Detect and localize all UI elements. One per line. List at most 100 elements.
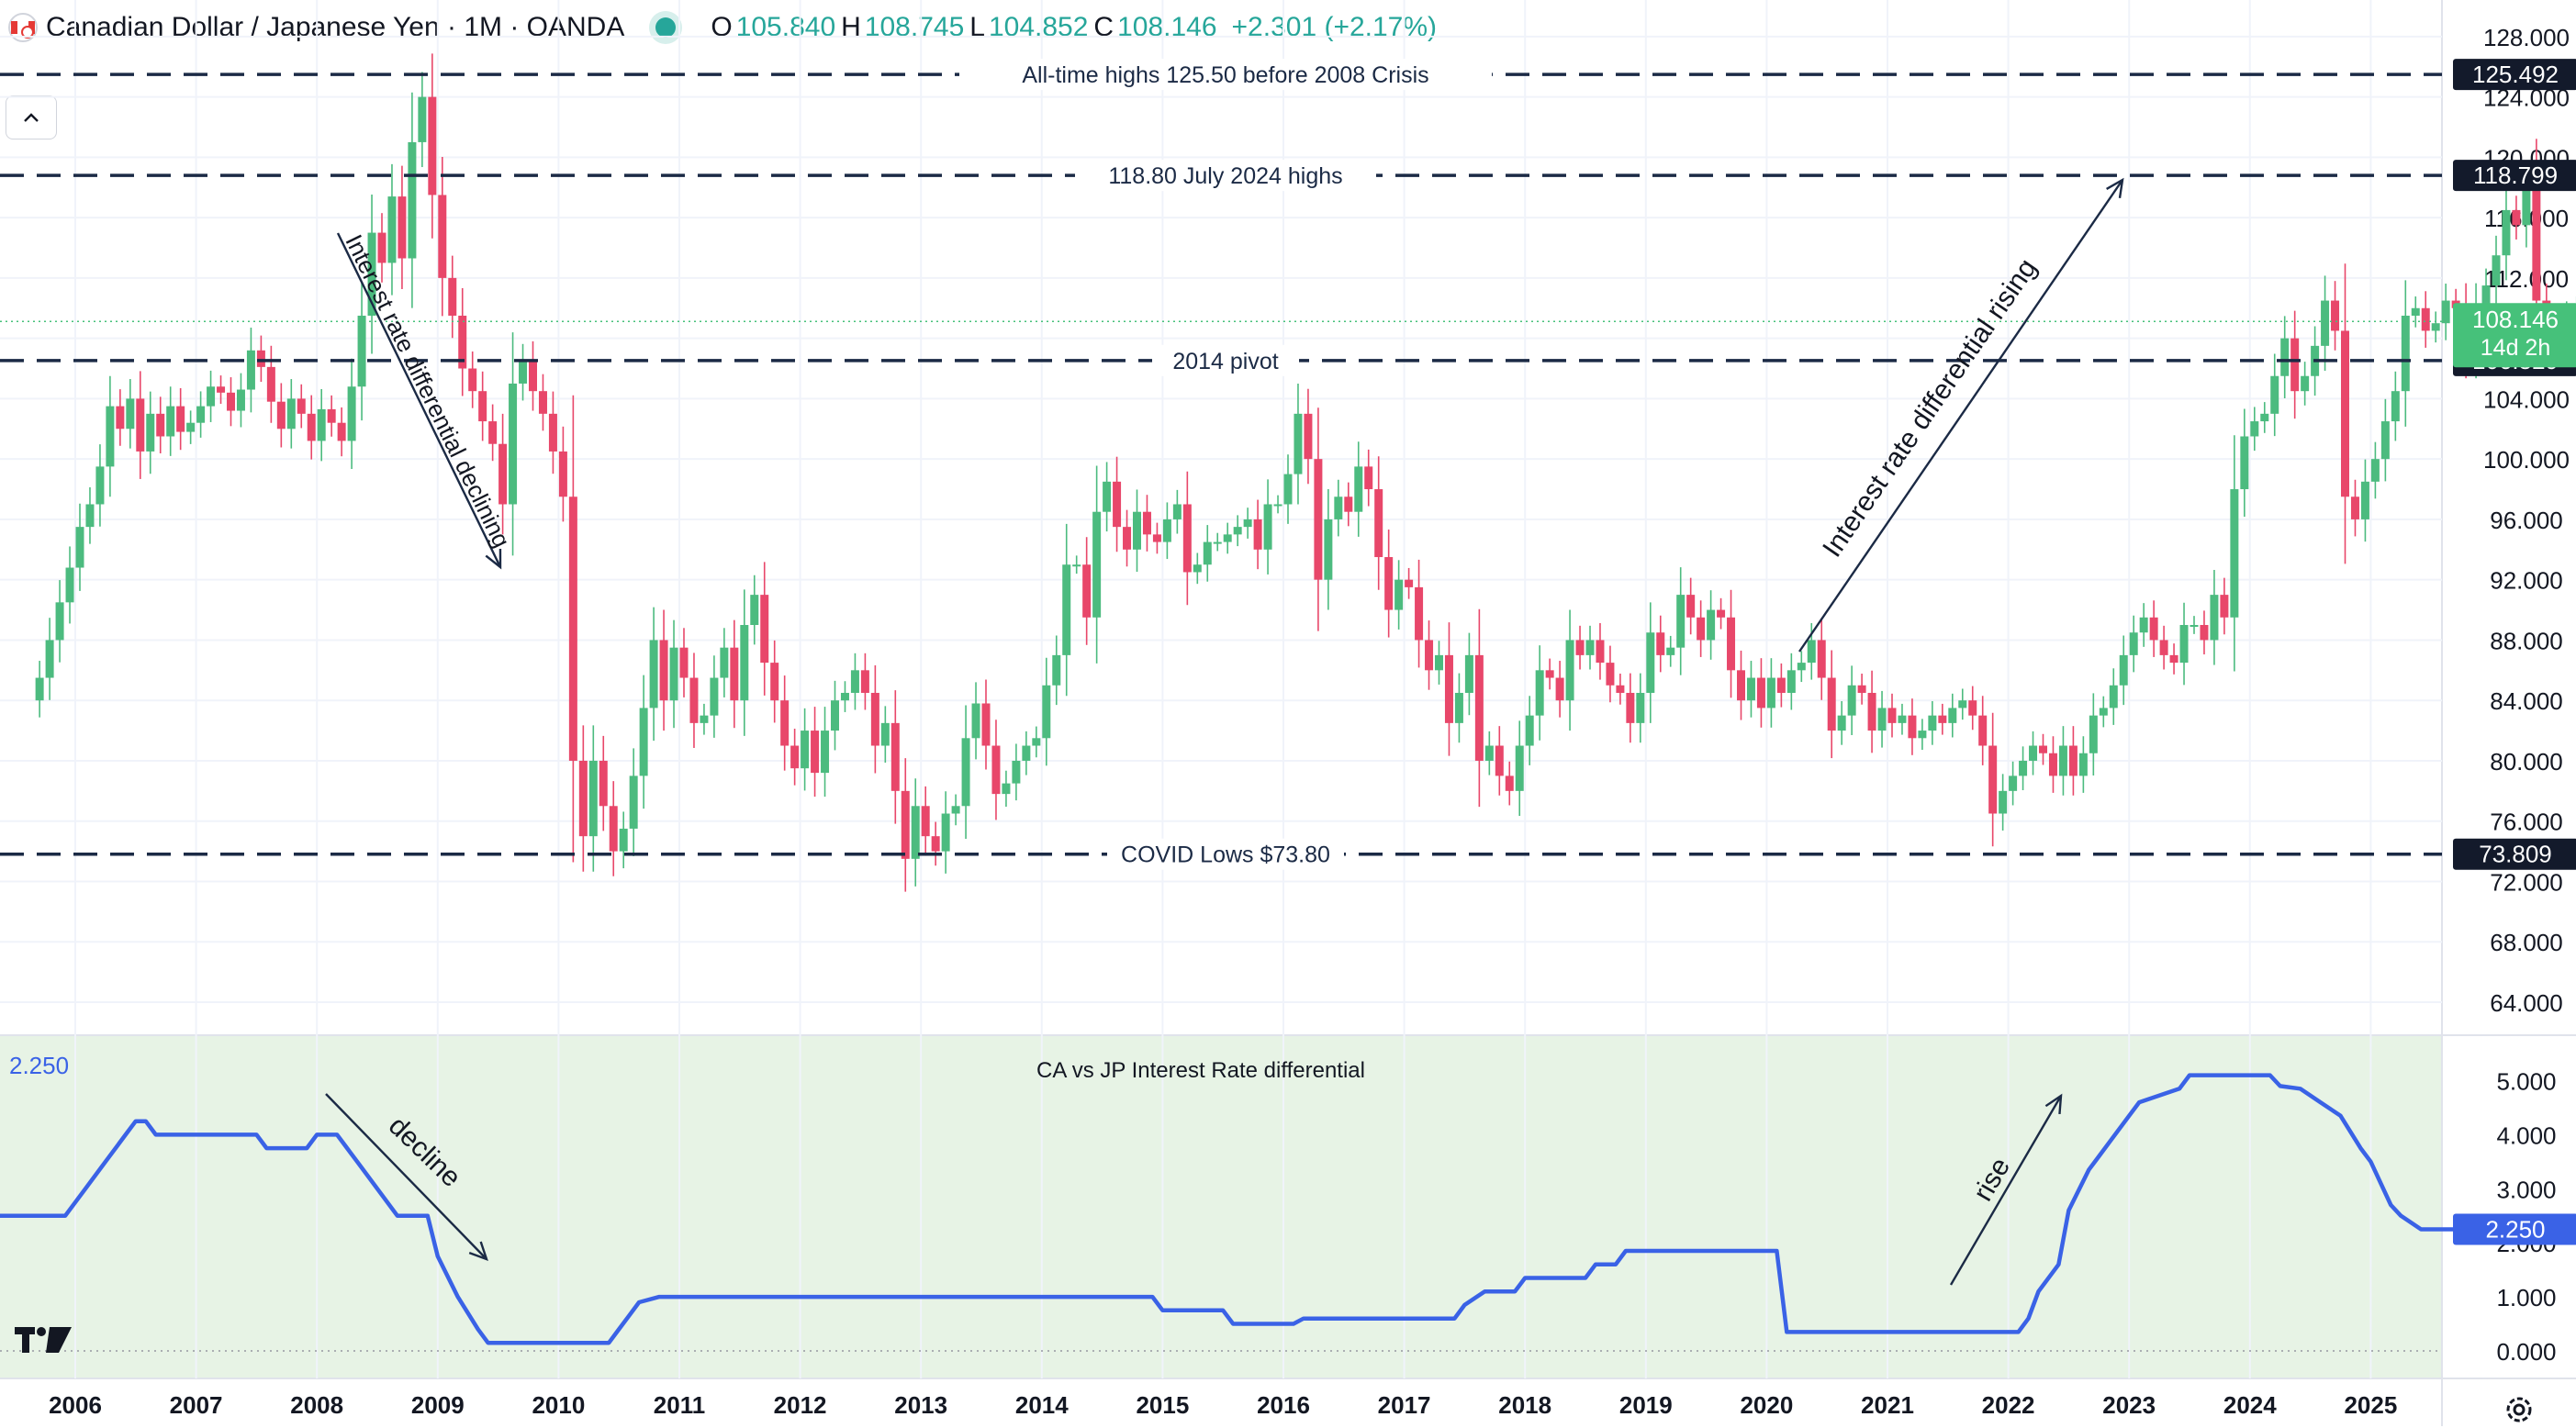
level-price-text: 118.799 — [2473, 162, 2558, 189]
candle-body — [740, 625, 749, 701]
y-tick-label: 96.000 — [2490, 507, 2563, 534]
candle-body — [35, 677, 44, 701]
candle-body — [106, 406, 115, 467]
candle-body — [1454, 692, 1463, 723]
candle-body — [1656, 632, 1665, 655]
candle-body — [1756, 677, 1765, 708]
candle-body — [2492, 255, 2501, 286]
candle-body — [1435, 654, 1443, 671]
y-tick-label: 88.000 — [2490, 627, 2563, 654]
candle-body — [2532, 187, 2541, 301]
candle-body — [1304, 413, 1313, 460]
indicator-pane-bg — [0, 1035, 2442, 1378]
candle-body — [2250, 421, 2259, 437]
candle-body — [1394, 579, 1404, 610]
indicator-title: CA vs JP Interest Rate differential — [1036, 1058, 1365, 1083]
candle-body — [1253, 519, 1262, 550]
candle-body — [1697, 617, 1706, 641]
candle-body — [1495, 745, 1504, 776]
candle-body — [1314, 459, 1323, 580]
candle-body — [1294, 413, 1303, 474]
candle-body — [126, 398, 135, 430]
candle-body — [609, 806, 618, 852]
candle-body — [498, 443, 508, 505]
candle-body — [568, 496, 577, 761]
candle-body — [1113, 481, 1122, 528]
x-tick-label: 2017 — [1378, 1391, 1431, 1419]
candle-body — [710, 677, 719, 716]
x-tick-label: 2023 — [2102, 1391, 2156, 1419]
candle-body — [961, 738, 970, 807]
candle-body — [790, 745, 800, 769]
candle-body — [1042, 685, 1051, 739]
candle-body — [2190, 625, 2199, 627]
arrow-head — [2044, 1093, 2063, 1115]
candle-body — [1425, 640, 1434, 671]
candle-body — [1273, 504, 1282, 507]
x-tick-label: 2025 — [2344, 1391, 2397, 1419]
candle-body — [1908, 715, 1917, 739]
candle-body — [760, 595, 769, 664]
candle-body — [1142, 511, 1151, 535]
indicator-last-tag — [2453, 1213, 2576, 1245]
candle-body — [1666, 647, 1675, 655]
x-tick-label: 2024 — [2223, 1391, 2277, 1419]
x-tick-label: 2019 — [1619, 1391, 1673, 1419]
level-price-tag — [2453, 838, 2576, 870]
indicator-y-tick: 5.000 — [2496, 1068, 2556, 1096]
candle-body — [1103, 481, 1112, 512]
candle-body — [629, 775, 638, 829]
countdown-text: 14d 2h — [2481, 335, 2550, 361]
candle-body — [1857, 685, 1866, 693]
candle-body — [2502, 209, 2511, 256]
tradingview-logo[interactable] — [13, 1323, 73, 1356]
candle-body — [1002, 783, 1011, 795]
last-price-text: 108.146 — [2472, 306, 2559, 333]
candle-body — [1152, 534, 1161, 542]
indicator-y-tick: 3.000 — [2496, 1176, 2556, 1203]
candle-body — [1585, 640, 1595, 655]
candle-body — [971, 703, 980, 739]
candle-body — [1928, 715, 1937, 731]
candle-body — [1092, 511, 1102, 618]
candle-body — [2341, 330, 2349, 497]
candle-body — [659, 640, 668, 701]
candle-body — [850, 670, 859, 693]
x-tick-label: 2006 — [49, 1391, 102, 1419]
candle-body — [538, 391, 547, 414]
candle-body — [1415, 586, 1424, 641]
candle-body — [801, 731, 810, 769]
candle-body — [1968, 700, 1977, 716]
candle-body — [1938, 715, 1947, 723]
candle-body — [217, 386, 226, 393]
candle-body — [1807, 640, 1816, 664]
candle-body — [2481, 285, 2491, 308]
arrow-shaft — [336, 232, 502, 568]
candle-body — [679, 647, 689, 678]
candle-body — [1797, 663, 1806, 671]
candle-body — [1616, 685, 1625, 693]
candle-body — [2230, 489, 2239, 618]
candle-body — [831, 700, 839, 731]
candle-body — [519, 361, 528, 384]
candle-body — [750, 595, 759, 625]
candle-body — [730, 647, 739, 701]
candle-body — [1243, 519, 1252, 528]
indicator-y-tick: 1.000 — [2496, 1284, 2556, 1311]
candle-body — [1324, 519, 1333, 580]
x-tick-label: 2021 — [1861, 1391, 1914, 1419]
candle-body — [1737, 670, 1745, 701]
candle-body — [1193, 564, 1202, 573]
candle-body — [1123, 527, 1132, 550]
candle-body — [1596, 640, 1605, 664]
candle-body — [116, 406, 125, 430]
collapse-button[interactable] — [6, 95, 57, 139]
x-tick-label: 2015 — [1136, 1391, 1189, 1419]
candle-body — [1746, 677, 1755, 701]
gear-icon[interactable] — [2501, 1391, 2537, 1428]
candle-body — [176, 406, 185, 432]
candle-body — [1707, 609, 1716, 641]
candle-body — [1484, 745, 1494, 761]
candle-body — [1686, 595, 1696, 618]
